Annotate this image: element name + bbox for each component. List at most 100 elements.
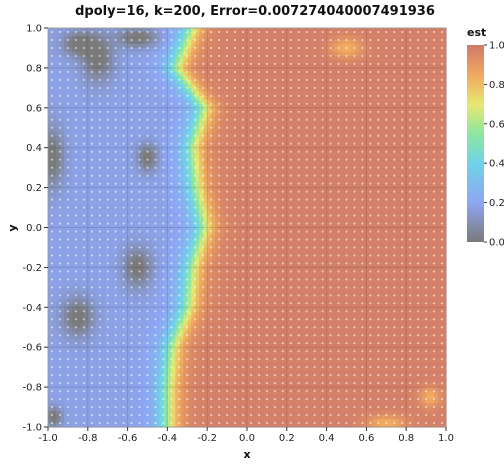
heatmap-cell	[123, 119, 129, 125]
heatmap-cell	[191, 399, 196, 404]
heatmap-cell	[171, 375, 176, 380]
heatmap-cell	[79, 39, 85, 45]
heatmap-cell	[91, 399, 97, 404]
heatmap-cell	[63, 51, 69, 57]
heatmap-cell	[91, 279, 97, 284]
heatmap-cell	[179, 387, 184, 392]
heatmap-cell	[187, 39, 192, 45]
heatmap-cell	[175, 335, 180, 340]
heatmap-cell	[87, 331, 93, 336]
heatmap-cell	[119, 123, 125, 129]
heatmap-cell	[127, 243, 133, 249]
heatmap-cell	[147, 287, 153, 292]
heatmap-cell	[135, 127, 141, 133]
heatmap-cell	[147, 379, 153, 384]
heatmap-cell	[143, 79, 149, 85]
heatmap-cell	[191, 299, 196, 304]
heatmap-cell	[167, 287, 172, 292]
heatmap-cell	[139, 203, 145, 209]
heatmap-cell	[203, 255, 208, 261]
heatmap-cell	[187, 415, 192, 420]
heatmap-cell	[211, 39, 216, 45]
heatmap-cell	[239, 411, 244, 416]
heatmap-cell	[159, 423, 165, 428]
heatmap-cell	[75, 159, 81, 165]
heatmap-cell	[215, 115, 220, 121]
heatmap-cell	[243, 75, 248, 81]
heatmap-cell	[215, 379, 220, 384]
heatmap-cell	[83, 39, 89, 45]
heatmap-cell	[87, 275, 93, 280]
heatmap-cell	[227, 363, 232, 368]
heatmap-cell	[215, 339, 220, 344]
heatmap-cell	[48, 267, 53, 272]
heatmap-cell	[163, 371, 168, 376]
heatmap-cell	[147, 331, 153, 336]
heatmap-cell	[48, 107, 53, 113]
heatmap-cell	[187, 291, 192, 296]
heatmap-cell	[55, 155, 61, 161]
heatmap-cell	[63, 159, 69, 165]
heatmap-cell	[215, 295, 220, 300]
heatmap-cell	[155, 47, 161, 53]
heatmap-cell	[211, 91, 216, 97]
heatmap-cell	[119, 63, 125, 69]
heatmap-cell	[231, 283, 236, 288]
heatmap-cell	[67, 71, 73, 77]
heatmap-cell	[71, 351, 77, 356]
heatmap-cell	[119, 55, 125, 61]
heatmap-cell	[183, 351, 188, 356]
heatmap-cell	[67, 327, 73, 332]
heatmap-cell	[151, 99, 157, 105]
heatmap-cell	[167, 291, 172, 296]
heatmap-cell	[127, 411, 133, 416]
heatmap-cell	[203, 195, 208, 201]
heatmap-cell	[215, 279, 220, 284]
heatmap-cell	[107, 235, 113, 241]
heatmap-cell	[135, 399, 141, 404]
heatmap-cell	[131, 135, 137, 141]
heatmap-cell	[139, 167, 145, 173]
heatmap-cell	[119, 179, 125, 185]
heatmap-cell	[115, 235, 121, 241]
heatmap-cell	[187, 159, 192, 165]
heatmap-cell	[79, 283, 85, 288]
heatmap-cell	[167, 223, 172, 229]
heatmap-cell	[215, 75, 220, 81]
heatmap-cell	[123, 263, 129, 268]
heatmap-cell	[63, 303, 69, 308]
heatmap-cell	[171, 247, 176, 253]
heatmap-cell	[239, 255, 244, 261]
heatmap-cell	[71, 163, 77, 169]
heatmap-cell	[107, 419, 113, 424]
heatmap-cell	[139, 371, 145, 376]
heatmap-cell	[199, 83, 204, 89]
heatmap-cell	[63, 251, 69, 257]
heatmap-cell	[151, 195, 157, 201]
heatmap-cell	[199, 423, 204, 428]
heatmap-cell	[235, 271, 240, 276]
heatmap-cell	[231, 295, 236, 300]
heatmap-cell	[211, 271, 216, 276]
heatmap-cell	[131, 343, 137, 348]
heatmap-cell	[51, 59, 57, 65]
heatmap-cell	[79, 131, 85, 137]
heatmap-cell	[91, 35, 97, 41]
heatmap-cell	[135, 219, 141, 225]
heatmap-cell	[107, 71, 113, 77]
heatmap-cell	[79, 163, 85, 169]
heatmap-cell	[127, 35, 133, 41]
heatmap-cell	[163, 139, 168, 145]
heatmap-cell	[103, 363, 109, 368]
heatmap-cell	[231, 383, 236, 388]
heatmap-cell	[111, 343, 117, 348]
heatmap-cell	[219, 155, 224, 161]
heatmap-cell	[223, 155, 228, 161]
heatmap-cell	[119, 107, 125, 113]
heatmap-cell	[123, 63, 129, 69]
heatmap-cell	[83, 279, 89, 284]
heatmap-cell	[171, 123, 176, 129]
heatmap-cell	[155, 411, 161, 416]
heatmap-cell	[123, 159, 129, 165]
heatmap-cell	[131, 215, 137, 221]
